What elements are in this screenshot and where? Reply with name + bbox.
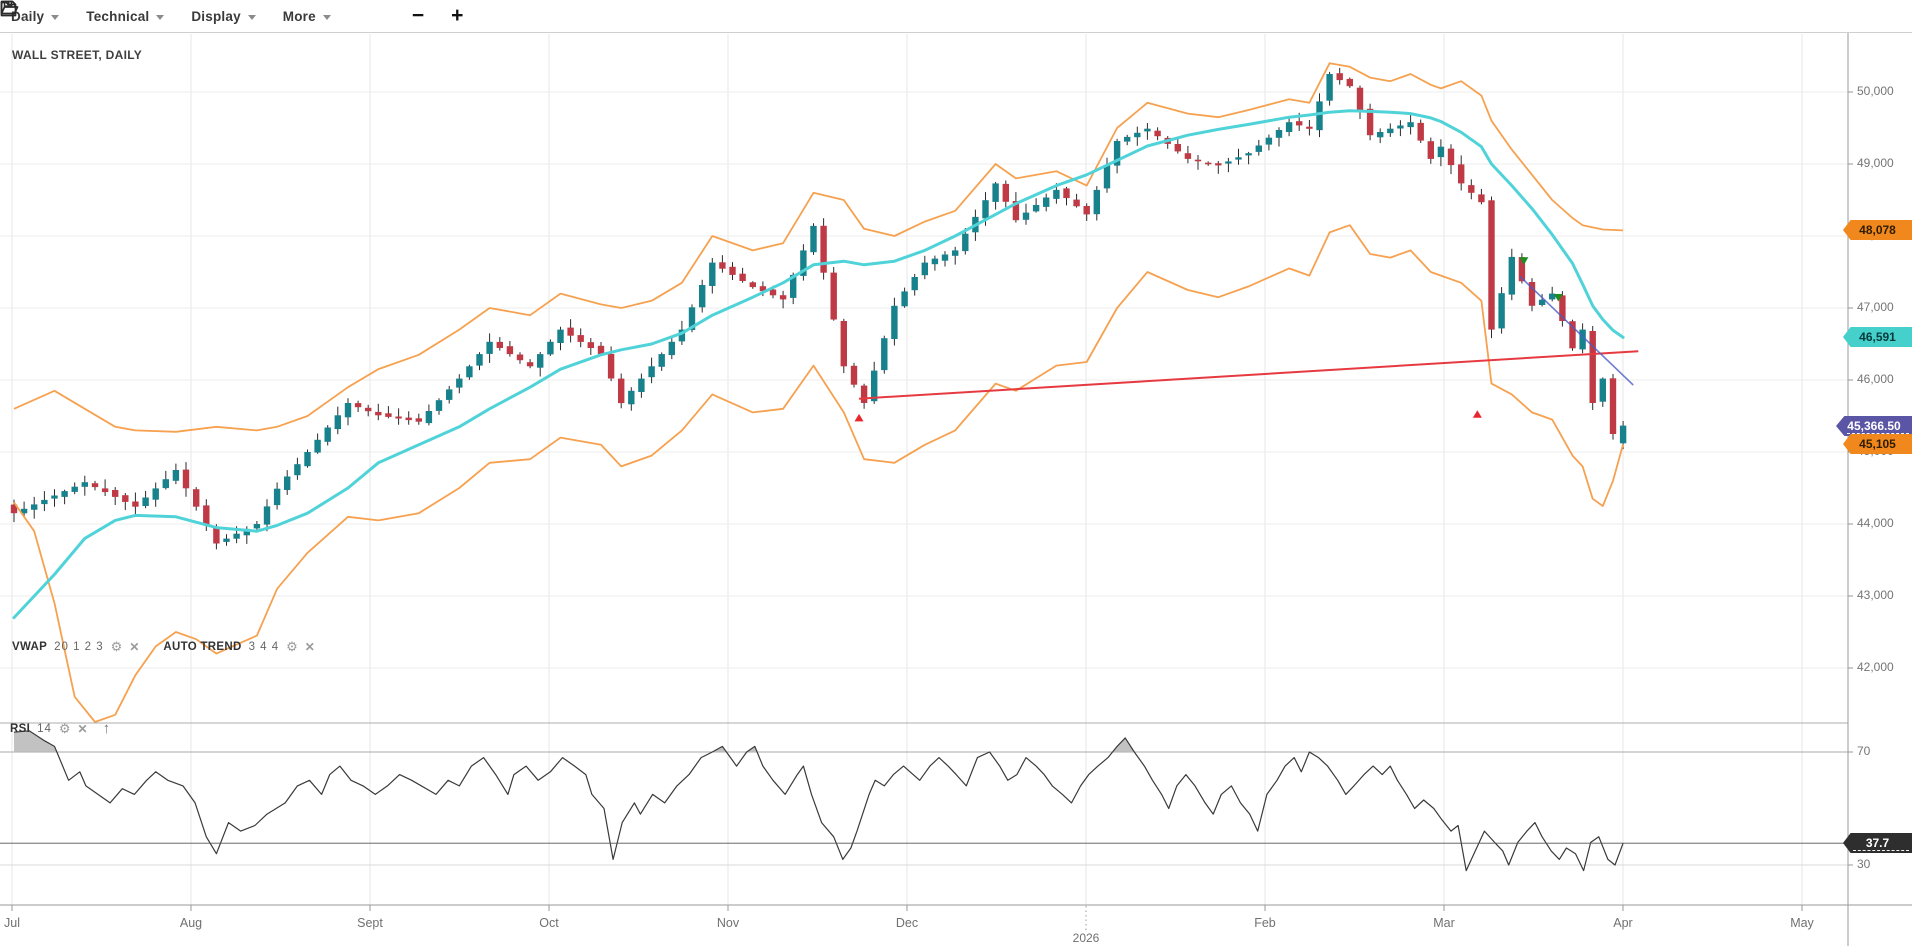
time-tick-label: Dec (895, 916, 919, 930)
indicator-row-main: VWAP 20 1 2 3 ⚙ ✕ AUTO TREND 3 4 4 ⚙ ✕ (12, 639, 315, 654)
zoom-out-button[interactable]: − (411, 4, 425, 27)
menu-technical-label: Technical (86, 8, 150, 24)
price-badge-last-price: 45,366.50 (1836, 416, 1912, 436)
menu-more[interactable]: More (283, 9, 331, 24)
price-badge-vwap: 46,591 (1843, 327, 1912, 347)
vwap-indicator-params: 20 1 2 3 (54, 641, 104, 653)
vwap-remove-button[interactable]: ✕ (129, 640, 140, 654)
chart-toolbar: Daily Technical Display More (0, 0, 1912, 33)
time-tick-label: Feb (1254, 916, 1276, 930)
rsi-indicator-params: 14 (37, 723, 52, 735)
price-tick-label: 42,000 (1857, 660, 1894, 674)
price-tick-label: 43,000 (1857, 588, 1894, 602)
price-tick-label: 44,000 (1857, 516, 1894, 530)
auto-trend-indicator-label: AUTO TREND (163, 641, 242, 653)
indicator-row-rsi: RSI 14 ⚙ ✕ ↑ (10, 720, 111, 737)
price-tick-label: 46,000 (1857, 372, 1894, 386)
price-tick-label: 49,000 (1857, 156, 1894, 170)
rsi-level-label: 70 (1857, 744, 1871, 758)
vwap-indicator-label: VWAP (12, 641, 48, 653)
menu-more-label: More (282, 8, 316, 24)
chevron-down-icon (322, 14, 331, 20)
menu-technical[interactable]: Technical (86, 8, 165, 24)
rsi-remove-button[interactable]: ✕ (77, 722, 88, 736)
zoom-in-icon: + (451, 4, 464, 27)
auto-trend-settings-button[interactable]: ⚙ (286, 639, 298, 654)
chart-title: WALL STREET, DAILY (12, 48, 143, 62)
time-tick-label: Apr (1613, 916, 1633, 930)
chevron-down-icon (51, 14, 60, 20)
price-tick-label: 50,000 (1857, 84, 1894, 98)
menu-timeframe[interactable]: Daily (11, 8, 60, 24)
vwap-settings-button[interactable]: ⚙ (110, 639, 123, 654)
time-tick-label: 2026 (1072, 931, 1100, 945)
auto-trend-remove-button[interactable]: ✕ (304, 640, 315, 654)
time-tick-label: Oct (539, 916, 559, 930)
rsi-settings-button[interactable]: ⚙ (58, 721, 71, 736)
price-badge-upper-band: 48,078 (1843, 220, 1912, 240)
time-tick-label: Nov (716, 916, 740, 930)
rsi-level-label: 30 (1857, 857, 1871, 871)
zoom-in-button[interactable]: + (451, 4, 464, 27)
time-tick-label: Aug (179, 916, 203, 930)
menu-display-label: Display (191, 8, 241, 24)
price-tick-label: 47,000 (1857, 300, 1894, 314)
price-badge-lower-band: 45,105 (1843, 434, 1912, 454)
time-tick-label: Sept (357, 916, 383, 930)
time-tick-label: Jul (4, 916, 20, 930)
chevron-down-icon (156, 14, 165, 20)
zoom-out-icon: − (411, 4, 425, 27)
menu-display[interactable]: Display (191, 8, 256, 24)
rsi-indicator-label: RSI (10, 723, 31, 735)
menu-timeframe-label: Daily (11, 8, 45, 24)
auto-trend-indicator-params: 3 4 4 (248, 641, 280, 653)
time-tick-label: Mar (1433, 916, 1455, 930)
rsi-expand-button[interactable]: ↑ (102, 720, 111, 737)
rsi-value-badge: 37.7 (1843, 833, 1912, 853)
chevron-down-icon (247, 14, 256, 20)
save-icon (0, 0, 17, 17)
time-tick-label: May (1790, 916, 1814, 930)
